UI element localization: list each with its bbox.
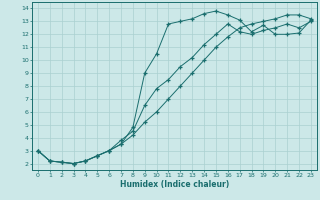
X-axis label: Humidex (Indice chaleur): Humidex (Indice chaleur) xyxy=(120,180,229,189)
